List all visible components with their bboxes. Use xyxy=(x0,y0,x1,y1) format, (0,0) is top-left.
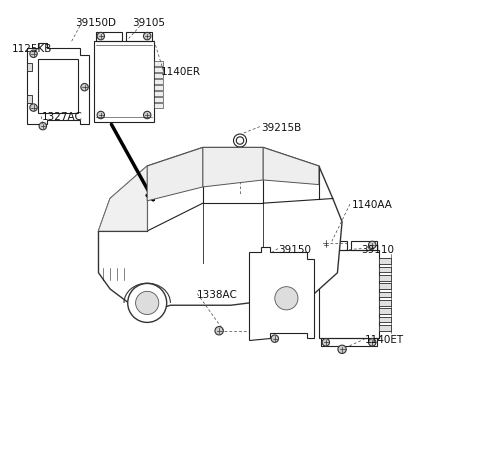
Polygon shape xyxy=(203,148,263,188)
Polygon shape xyxy=(263,148,319,185)
Polygon shape xyxy=(98,148,342,310)
Bar xyxy=(379,267,391,273)
Bar xyxy=(154,62,163,67)
Bar xyxy=(351,242,377,250)
Bar xyxy=(261,264,300,326)
Bar xyxy=(379,325,391,331)
Circle shape xyxy=(30,51,37,58)
Bar xyxy=(319,250,379,338)
Circle shape xyxy=(322,239,330,247)
Circle shape xyxy=(30,105,37,112)
Circle shape xyxy=(233,135,247,148)
Circle shape xyxy=(271,335,278,343)
Circle shape xyxy=(128,284,167,323)
Bar xyxy=(154,98,163,103)
Bar xyxy=(379,292,391,298)
Circle shape xyxy=(236,138,244,145)
Bar xyxy=(154,92,163,97)
Bar xyxy=(198,218,226,255)
Circle shape xyxy=(136,292,159,315)
Text: 1125KB: 1125KB xyxy=(12,44,52,54)
Circle shape xyxy=(306,293,313,300)
Bar xyxy=(379,259,391,264)
Circle shape xyxy=(97,33,105,41)
Bar xyxy=(156,204,226,259)
Text: 1338AC: 1338AC xyxy=(197,289,238,299)
Text: 1140AA: 1140AA xyxy=(351,200,392,210)
Bar xyxy=(154,74,163,79)
Bar xyxy=(379,275,391,281)
Circle shape xyxy=(267,279,306,318)
Circle shape xyxy=(81,84,88,92)
Circle shape xyxy=(251,320,259,328)
Bar xyxy=(161,218,189,255)
Bar xyxy=(379,309,391,314)
Text: 39105: 39105 xyxy=(132,18,165,28)
Bar xyxy=(94,42,154,123)
Text: 39110: 39110 xyxy=(361,244,395,254)
Bar xyxy=(379,317,391,323)
Bar xyxy=(96,33,122,42)
Text: 1140ET: 1140ET xyxy=(365,334,405,344)
Circle shape xyxy=(144,33,151,41)
Circle shape xyxy=(369,339,376,346)
Circle shape xyxy=(97,112,105,119)
Polygon shape xyxy=(26,44,89,125)
Polygon shape xyxy=(147,148,203,201)
Bar xyxy=(26,63,32,72)
Text: 39215B: 39215B xyxy=(261,122,301,132)
Bar xyxy=(108,227,138,248)
Circle shape xyxy=(39,123,47,131)
Circle shape xyxy=(215,327,223,335)
Bar xyxy=(379,300,391,306)
Bar xyxy=(103,269,131,280)
Circle shape xyxy=(369,242,376,249)
Bar xyxy=(126,33,152,42)
Circle shape xyxy=(322,242,330,249)
Bar xyxy=(321,242,347,250)
Text: 39150D: 39150D xyxy=(75,18,116,28)
Bar xyxy=(154,68,163,73)
Bar xyxy=(379,284,391,289)
Bar xyxy=(321,338,377,346)
Circle shape xyxy=(251,260,259,268)
Text: 1140ER: 1140ER xyxy=(161,67,201,77)
Circle shape xyxy=(275,287,298,310)
Text: 1327AC: 1327AC xyxy=(41,112,82,122)
Polygon shape xyxy=(98,167,147,232)
Bar xyxy=(154,104,163,109)
Text: 39150: 39150 xyxy=(278,244,311,254)
Polygon shape xyxy=(249,248,314,340)
Bar xyxy=(154,80,163,85)
Bar xyxy=(26,96,32,104)
Bar xyxy=(106,258,124,266)
Circle shape xyxy=(322,339,330,346)
Bar xyxy=(112,232,133,245)
Circle shape xyxy=(144,112,151,119)
Circle shape xyxy=(338,345,346,354)
Bar xyxy=(154,86,163,91)
Bar xyxy=(38,60,78,113)
